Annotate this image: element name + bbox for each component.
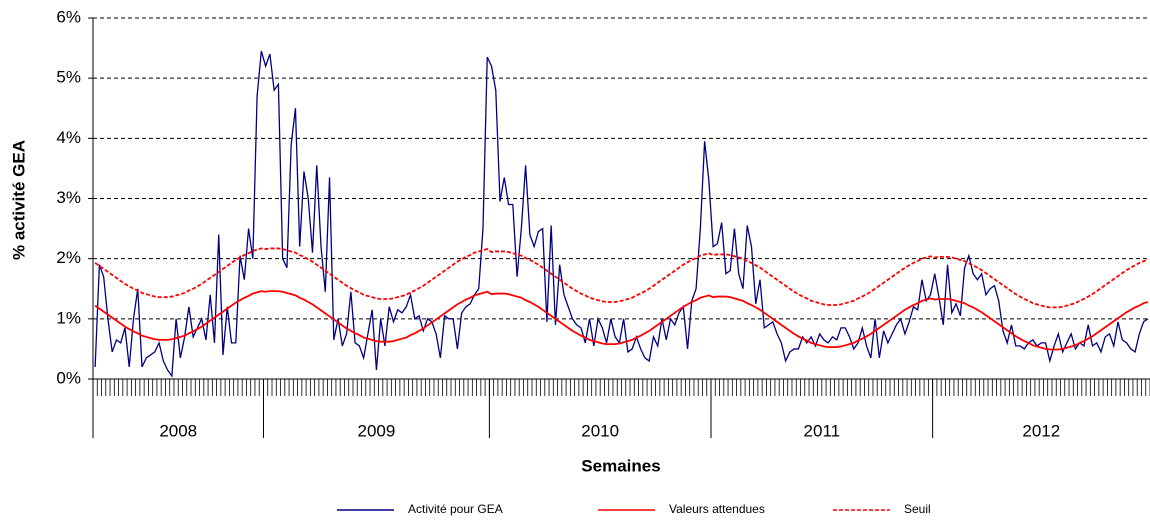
x-tick-label: 2012 xyxy=(1022,421,1060,440)
series-line xyxy=(94,290,1149,351)
series-line xyxy=(94,50,1149,378)
x-tick-label: 2010 xyxy=(581,421,619,440)
series-line xyxy=(94,247,1149,309)
x-axis-label: Semaines xyxy=(581,456,660,475)
y-tick-label: 2% xyxy=(56,248,81,267)
legend-label: Seuil xyxy=(904,502,931,516)
y-tick-label: 5% xyxy=(56,68,81,87)
legend-label: Activité pour GEA xyxy=(408,502,503,516)
x-tick-label: 2011 xyxy=(804,421,841,440)
x-tick-label: 2009 xyxy=(358,421,396,440)
y-tick-label: 4% xyxy=(56,128,81,147)
y-tick-label: 0% xyxy=(56,368,81,387)
x-tick-label: 2008 xyxy=(159,421,197,440)
legend-label: Valeurs attendues xyxy=(669,502,765,516)
y-tick-label: 6% xyxy=(56,7,81,26)
y-tick-label: 1% xyxy=(56,308,81,327)
y-axis-label: % activité GEA xyxy=(9,140,28,260)
y-tick-label: 3% xyxy=(56,188,81,207)
